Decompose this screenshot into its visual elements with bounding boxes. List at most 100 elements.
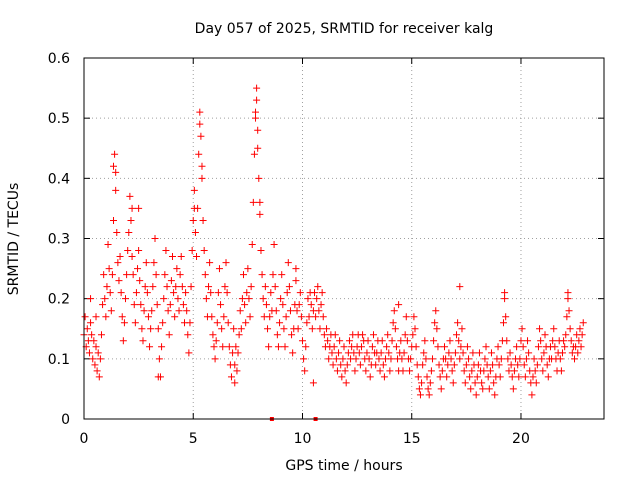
data-point bbox=[252, 114, 260, 122]
data-point bbox=[407, 355, 415, 363]
data-point bbox=[200, 247, 208, 255]
data-point bbox=[269, 271, 277, 279]
data-point bbox=[220, 313, 228, 321]
data-point bbox=[509, 385, 517, 393]
data-point bbox=[362, 367, 370, 375]
data-point bbox=[258, 271, 266, 279]
data-point bbox=[314, 283, 322, 291]
data-points bbox=[80, 84, 587, 421]
data-point bbox=[234, 349, 242, 357]
data-point bbox=[363, 349, 371, 357]
data-point bbox=[202, 295, 210, 303]
data-point bbox=[549, 337, 557, 345]
data-point bbox=[149, 283, 157, 291]
data-point bbox=[479, 385, 487, 393]
data-point bbox=[190, 204, 198, 212]
data-point bbox=[256, 210, 264, 218]
data-point bbox=[163, 283, 171, 291]
data-point bbox=[565, 307, 573, 315]
data-point bbox=[466, 373, 474, 381]
data-point bbox=[537, 337, 545, 345]
data-point bbox=[502, 313, 510, 321]
data-point bbox=[309, 379, 317, 387]
data-point bbox=[579, 319, 587, 327]
data-point bbox=[249, 198, 257, 206]
data-point bbox=[562, 331, 570, 339]
data-point bbox=[120, 319, 128, 327]
data-point bbox=[341, 367, 349, 375]
data-point bbox=[296, 289, 304, 297]
data-point bbox=[320, 331, 328, 339]
data-point bbox=[285, 283, 293, 291]
data-point bbox=[125, 228, 133, 236]
data-point bbox=[137, 301, 145, 309]
data-point bbox=[366, 373, 374, 381]
data-point bbox=[142, 259, 150, 267]
data-point bbox=[261, 283, 269, 291]
data-point bbox=[160, 295, 168, 303]
data-point bbox=[196, 108, 204, 116]
data-point bbox=[101, 295, 109, 303]
data-point bbox=[175, 307, 183, 315]
data-point bbox=[177, 253, 185, 261]
data-point bbox=[112, 186, 120, 194]
data-point bbox=[401, 331, 409, 339]
data-point bbox=[230, 325, 238, 333]
data-point bbox=[532, 379, 540, 387]
data-point bbox=[190, 186, 198, 194]
data-point bbox=[210, 343, 218, 351]
data-point bbox=[139, 337, 147, 345]
axes: 0 0.1 0.2 0.3 0.4 0.5 0.6 0 5 10 15 20 bbox=[48, 51, 604, 447]
data-point bbox=[300, 355, 308, 363]
data-point bbox=[521, 373, 529, 381]
data-point bbox=[387, 355, 395, 363]
data-point bbox=[386, 367, 394, 375]
data-point bbox=[538, 355, 546, 363]
x-tick-label: 15 bbox=[403, 431, 421, 447]
data-point bbox=[108, 271, 116, 279]
data-point bbox=[150, 259, 158, 267]
data-point bbox=[279, 301, 287, 309]
data-point bbox=[522, 355, 530, 363]
data-point bbox=[166, 301, 174, 309]
data-point bbox=[111, 150, 119, 158]
data-point bbox=[385, 349, 393, 357]
data-point bbox=[93, 367, 101, 375]
data-point bbox=[574, 349, 582, 357]
data-point bbox=[431, 319, 439, 327]
data-point bbox=[575, 337, 583, 345]
data-point bbox=[239, 271, 247, 279]
data-point bbox=[186, 319, 194, 327]
data-point bbox=[198, 162, 206, 170]
data-point bbox=[289, 349, 297, 357]
data-point bbox=[224, 319, 232, 327]
data-point bbox=[136, 277, 144, 285]
data-point bbox=[445, 349, 453, 357]
data-point bbox=[453, 331, 461, 339]
data-point bbox=[357, 343, 365, 351]
data-point bbox=[316, 325, 324, 333]
data-point bbox=[377, 349, 385, 357]
data-point bbox=[292, 277, 300, 285]
data-point bbox=[255, 174, 263, 182]
data-point bbox=[95, 373, 103, 381]
data-point bbox=[253, 84, 261, 92]
data-point bbox=[503, 337, 511, 345]
data-point bbox=[463, 343, 471, 351]
data-point bbox=[458, 325, 466, 333]
data-point bbox=[423, 373, 431, 381]
data-point bbox=[514, 361, 522, 369]
data-point bbox=[187, 283, 195, 291]
data-point bbox=[97, 331, 105, 339]
data-point bbox=[213, 319, 221, 327]
data-point bbox=[564, 289, 572, 297]
data-point bbox=[379, 361, 387, 369]
data-point bbox=[489, 361, 497, 369]
data-point bbox=[368, 343, 376, 351]
data-point bbox=[339, 355, 347, 363]
data-point bbox=[135, 247, 143, 255]
data-point bbox=[292, 265, 300, 273]
data-point bbox=[307, 301, 315, 309]
data-point bbox=[317, 301, 325, 309]
data-point bbox=[359, 331, 367, 339]
